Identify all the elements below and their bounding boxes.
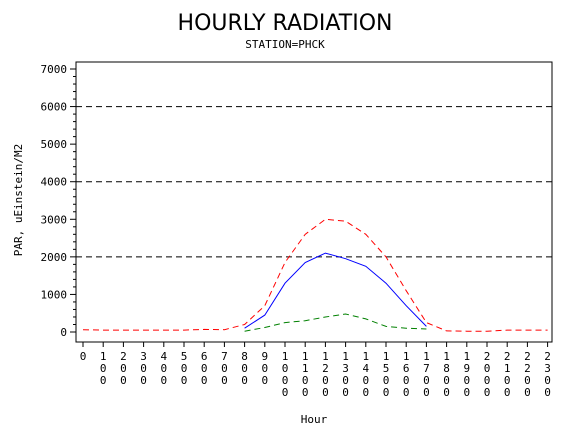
series-line-1 bbox=[82, 218, 548, 332]
x-axis-label: Hour bbox=[301, 413, 328, 426]
y-axis-label: PAR, uEinstein/M2 bbox=[12, 144, 25, 257]
y-tick-label: 0 bbox=[60, 326, 67, 339]
y-tick-label: 4000 bbox=[41, 176, 68, 189]
y-tick-label: 7000 bbox=[41, 63, 68, 76]
y-tick-label: 6000 bbox=[41, 101, 68, 114]
y-tick-label: 5000 bbox=[41, 138, 68, 151]
series-line-2 bbox=[244, 252, 427, 329]
chart-subtitle: STATION=PHCK bbox=[245, 38, 325, 51]
chart-title: HOURLY RADIATION bbox=[178, 11, 393, 36]
x-tick-label: 0 bbox=[80, 350, 87, 363]
series-line-3 bbox=[244, 313, 427, 332]
plot-frame bbox=[75, 61, 553, 343]
y-tick-label: 1000 bbox=[41, 288, 68, 301]
y-tick-label: 3000 bbox=[41, 213, 68, 226]
y-tick-label: 2000 bbox=[41, 251, 68, 264]
